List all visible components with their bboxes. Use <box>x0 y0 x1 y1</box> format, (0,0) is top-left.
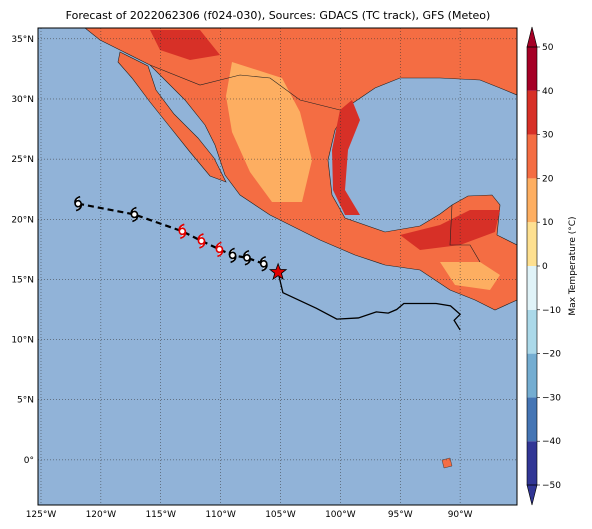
tracks <box>74 195 462 331</box>
baja-california <box>117 51 227 183</box>
storm-marker <box>228 247 237 264</box>
colorbar-segment <box>527 47 537 91</box>
island <box>441 457 453 469</box>
y-tick-label: 25°N <box>11 155 34 165</box>
y-tick-label: 5°N <box>17 396 34 406</box>
observed-track <box>277 272 462 331</box>
colorbar-tick-label: 10 <box>542 218 554 228</box>
x-tick-label: 90°W <box>448 510 473 520</box>
north-hot <box>150 30 220 60</box>
yucatan-warm <box>440 262 500 290</box>
y-tick-label: 0° <box>24 456 34 466</box>
x-tick-label: 95°W <box>388 510 413 520</box>
storm-marker <box>259 256 268 272</box>
colorbar-arrow <box>526 484 538 506</box>
borders <box>149 64 481 263</box>
x-tick-label: 105°W <box>265 510 296 520</box>
colorbar-tick-label: −10 <box>542 306 561 316</box>
x-tick-label: 110°W <box>205 510 236 520</box>
colorbar-tick-label: −30 <box>542 393 561 403</box>
y-tick-label: 15°N <box>11 275 34 285</box>
x-tick-label: 100°W <box>325 510 356 520</box>
storm-marker <box>178 223 187 240</box>
y-tick-label: 20°N <box>11 215 34 225</box>
storm-marker <box>215 241 224 258</box>
colorbar-tick-label: −40 <box>542 437 561 447</box>
colorbar-segment <box>527 178 537 223</box>
x-tick-label: 115°W <box>145 510 176 520</box>
colorbar-tick-label: −20 <box>542 350 561 360</box>
storm-marker <box>243 250 251 266</box>
plateau-warm <box>226 62 312 202</box>
chart-title: Forecast of 2022062306 (f024-030), Sourc… <box>66 9 491 22</box>
land <box>84 28 517 469</box>
colorbar: −50 −40 −30 −20 −10 0 10 20 30 40 50 <box>526 26 561 506</box>
x-tick-label: 125°W <box>26 510 57 520</box>
colorbar-segment <box>527 134 537 179</box>
colorbar-tick-label: 40 <box>542 87 554 97</box>
y-tick-label: 30°N <box>11 95 34 105</box>
colorbar-segment <box>527 90 537 135</box>
colorbar-segment <box>527 397 537 442</box>
coast-hot <box>332 100 360 215</box>
colorbar-tick-label: 0 <box>542 262 548 272</box>
colorbar-segment <box>527 309 537 354</box>
storm-marker <box>130 206 139 223</box>
colorbar-segment <box>527 353 537 398</box>
map-frame <box>37 27 518 506</box>
y-tick-label: 10°N <box>11 336 34 346</box>
colorbar-tick-label: −50 <box>542 481 561 491</box>
colorbar-tick-label: 20 <box>542 174 554 184</box>
colorbar-segment <box>527 266 537 310</box>
storm-marker <box>197 233 206 249</box>
colorbar-arrow <box>526 26 538 48</box>
x-tick-label: 120°W <box>86 510 117 520</box>
colorbar-label: Max Temperature (°C) <box>568 216 578 315</box>
storm-marker <box>74 195 83 212</box>
colorbar-segment <box>527 222 537 266</box>
colorbar-tick-label: 30 <box>542 131 554 141</box>
y-tick-label: 35°N <box>11 35 34 45</box>
current-position <box>268 262 288 281</box>
colorbar-segment <box>527 441 537 485</box>
grid <box>38 28 517 505</box>
south-hot <box>400 210 500 250</box>
colorbar-tick-label: 50 <box>542 43 554 53</box>
